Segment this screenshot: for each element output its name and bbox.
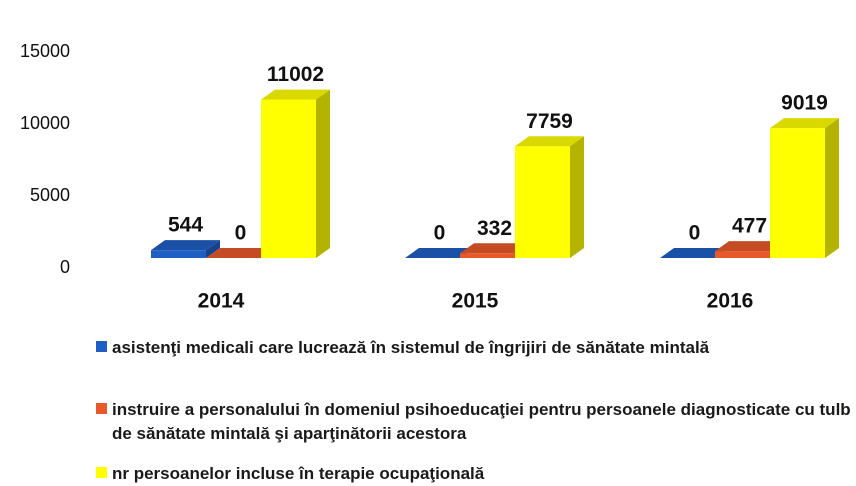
bar-front bbox=[460, 253, 515, 258]
x-tick-label: 2016 bbox=[707, 290, 754, 313]
legend-item: asistenţi medicali care lucrează în sist… bbox=[96, 336, 856, 360]
data-label: 544 bbox=[168, 214, 203, 237]
y-tick-label: 15000 bbox=[20, 41, 70, 61]
legend-label: asistenţi medicali care lucrează în sist… bbox=[112, 338, 710, 357]
y-tick-label: 10000 bbox=[20, 113, 70, 133]
bar-top bbox=[515, 136, 584, 147]
bar bbox=[151, 240, 220, 258]
bar bbox=[261, 89, 330, 258]
bar-front bbox=[770, 128, 825, 258]
legend-item: nr persoanelor incluse în terapie ocupaţ… bbox=[96, 462, 856, 486]
bar-front bbox=[515, 146, 570, 258]
data-label: 7759 bbox=[526, 110, 573, 133]
data-label: 477 bbox=[732, 215, 767, 238]
legend-label: instruire a personalului în domeniul psi… bbox=[112, 400, 851, 443]
bar-top bbox=[715, 241, 784, 252]
bar-top bbox=[460, 243, 529, 254]
bar bbox=[515, 136, 584, 258]
bar-front bbox=[715, 251, 770, 258]
legend-swatch bbox=[96, 341, 107, 352]
bar-top bbox=[261, 89, 330, 100]
legend-label: nr persoanelor incluse în terapie ocupaţ… bbox=[112, 464, 485, 483]
bar-side bbox=[570, 136, 584, 258]
bar-side bbox=[825, 118, 839, 258]
bar-front bbox=[151, 250, 206, 258]
bar-top bbox=[405, 248, 474, 258]
data-label: 11002 bbox=[267, 63, 324, 86]
bar-side bbox=[316, 89, 330, 258]
bar-top bbox=[770, 118, 839, 129]
data-label: 0 bbox=[434, 222, 446, 245]
x-tick-label: 2015 bbox=[452, 290, 499, 313]
legend-item: instruire a personalului în domeniul psi… bbox=[96, 398, 856, 446]
bar bbox=[405, 248, 474, 258]
data-label: 0 bbox=[235, 222, 247, 245]
legend-swatch bbox=[96, 403, 107, 414]
y-tick-label: 5000 bbox=[30, 185, 70, 205]
bar-front bbox=[261, 99, 316, 258]
bar bbox=[660, 248, 729, 258]
bar-top bbox=[206, 248, 275, 258]
bar-top bbox=[151, 240, 220, 251]
y-tick-label: 0 bbox=[60, 257, 70, 277]
bar-top bbox=[660, 248, 729, 258]
bar bbox=[770, 118, 839, 258]
data-label: 0 bbox=[689, 222, 701, 245]
x-tick-label: 2014 bbox=[198, 290, 245, 313]
bar bbox=[206, 248, 275, 258]
data-label: 9019 bbox=[781, 92, 828, 115]
legend-swatch bbox=[96, 467, 107, 478]
bar-side bbox=[206, 240, 220, 258]
data-label: 332 bbox=[477, 217, 512, 240]
